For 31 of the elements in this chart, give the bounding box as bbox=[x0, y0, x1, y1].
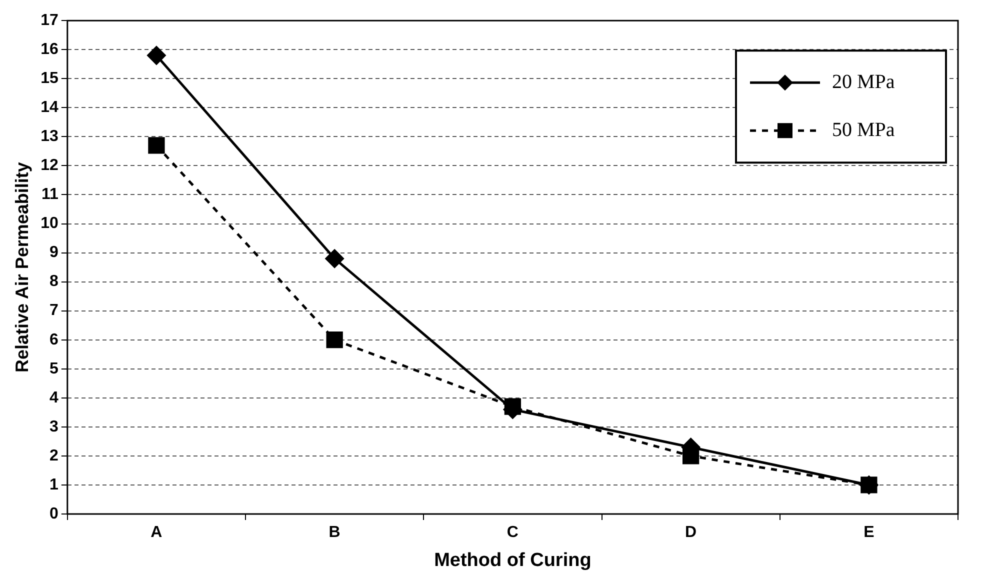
y-tick-label: 17 bbox=[40, 12, 58, 30]
x-tick-label: D bbox=[685, 524, 697, 542]
x-tick-label: B bbox=[328, 524, 340, 542]
y-tick-label: 13 bbox=[40, 128, 58, 146]
x-tick-label: E bbox=[864, 524, 875, 542]
y-tick-label: 12 bbox=[40, 157, 58, 174]
y-tick-label: 3 bbox=[49, 418, 58, 436]
y-tick-label: 14 bbox=[40, 99, 58, 116]
y-tick-label: 16 bbox=[40, 41, 58, 58]
x-axis-title: Method of Curing bbox=[434, 550, 592, 571]
y-tick-label: 1 bbox=[49, 476, 58, 494]
point bbox=[148, 137, 165, 154]
x-tick-label: C bbox=[506, 524, 519, 542]
legend-label: 50 MPa bbox=[832, 118, 895, 141]
x-tick-label: A bbox=[150, 524, 163, 542]
y-tick-label: 7 bbox=[49, 302, 58, 320]
y-tick-label: 6 bbox=[49, 331, 58, 348]
point bbox=[326, 332, 343, 348]
y-tick-label: 9 bbox=[49, 244, 58, 262]
y-tick-label: 2 bbox=[49, 447, 58, 464]
point bbox=[147, 46, 166, 65]
y-tick-label: 10 bbox=[40, 215, 58, 232]
point bbox=[325, 249, 344, 268]
y-tick-label: 5 bbox=[49, 360, 58, 378]
y-tick-label: 4 bbox=[49, 389, 58, 406]
y-tick-label: 11 bbox=[41, 186, 58, 204]
y-tick-label: 8 bbox=[49, 273, 58, 290]
y-tick-label: 15 bbox=[40, 70, 58, 88]
y-tick-label: 0 bbox=[49, 505, 58, 522]
y-axis-title: Relative Air Permeability bbox=[12, 162, 32, 373]
legend-label: 20 MPa bbox=[832, 70, 895, 93]
